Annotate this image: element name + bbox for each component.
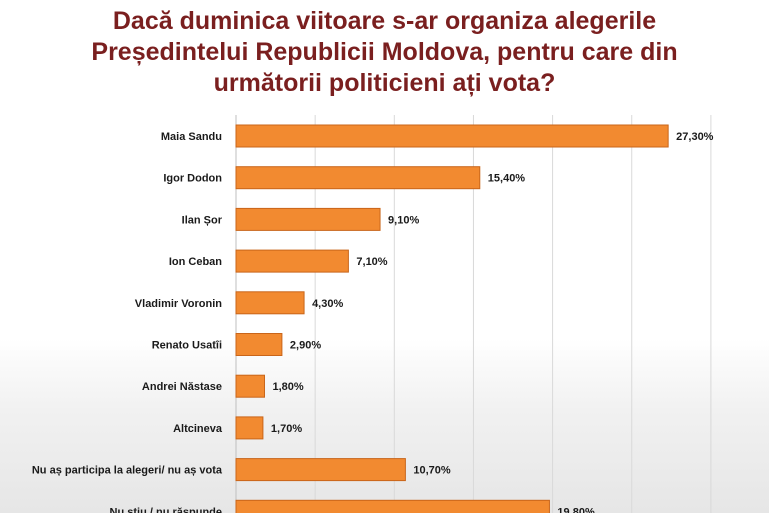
value-label: 9,10% xyxy=(388,214,419,226)
value-label: 15,40% xyxy=(488,173,526,185)
value-label: 7,10% xyxy=(356,256,387,268)
value-label: 4,30% xyxy=(312,298,343,310)
category-label: Maia Sandu xyxy=(161,131,222,143)
bar xyxy=(235,458,406,482)
bar xyxy=(235,207,381,231)
bar xyxy=(235,333,283,356)
bar xyxy=(235,416,264,440)
category-label: Vladimir Voronin xyxy=(135,298,222,310)
value-label: 27,30% xyxy=(676,131,714,143)
bar xyxy=(235,166,481,190)
bar xyxy=(235,124,669,148)
category-labels: Maia Sandu Igor Dodon Ilan Șor Ion Ceban Vla… xyxy=(32,131,223,513)
value-label: 19,80% xyxy=(557,506,595,513)
chart-title-line-2: Președintelui Republicii Moldova, pentru… xyxy=(91,38,678,66)
bar xyxy=(235,249,349,273)
bar xyxy=(235,374,265,398)
value-label: 2,90% xyxy=(290,340,321,352)
bar xyxy=(235,499,550,513)
category-label: Andrei Năstase xyxy=(142,381,222,393)
category-label: Altcineva xyxy=(173,423,223,435)
bar xyxy=(235,291,305,315)
chart-title: Dacă duminica viitoare s-ar organiza ale… xyxy=(0,6,769,99)
category-label: Ilan Șor xyxy=(182,214,223,226)
value-labels: 27,30% 15,40% 9,10% 7,10% 4,30% 2,90% 1,80% 1,7… xyxy=(271,131,714,513)
value-label: 1,80% xyxy=(272,381,303,393)
value-label: 10,70% xyxy=(413,465,451,477)
category-label: Renato Usatîi xyxy=(152,340,222,352)
chart-title-line-1: Dacă duminica viitoare s-ar organiza ale… xyxy=(112,7,657,35)
bars xyxy=(235,124,669,513)
category-label: Igor Dodon xyxy=(163,173,222,185)
category-label: Nu știu / nu răspunde xyxy=(110,506,222,513)
category-label: Ion Ceban xyxy=(169,256,222,268)
value-label: 1,70% xyxy=(271,423,302,435)
chart-title-line-3: următorii politicieni ați vota? xyxy=(213,69,556,97)
category-label: Nu aș participa la alegeri/ nu aș vota xyxy=(32,465,223,477)
